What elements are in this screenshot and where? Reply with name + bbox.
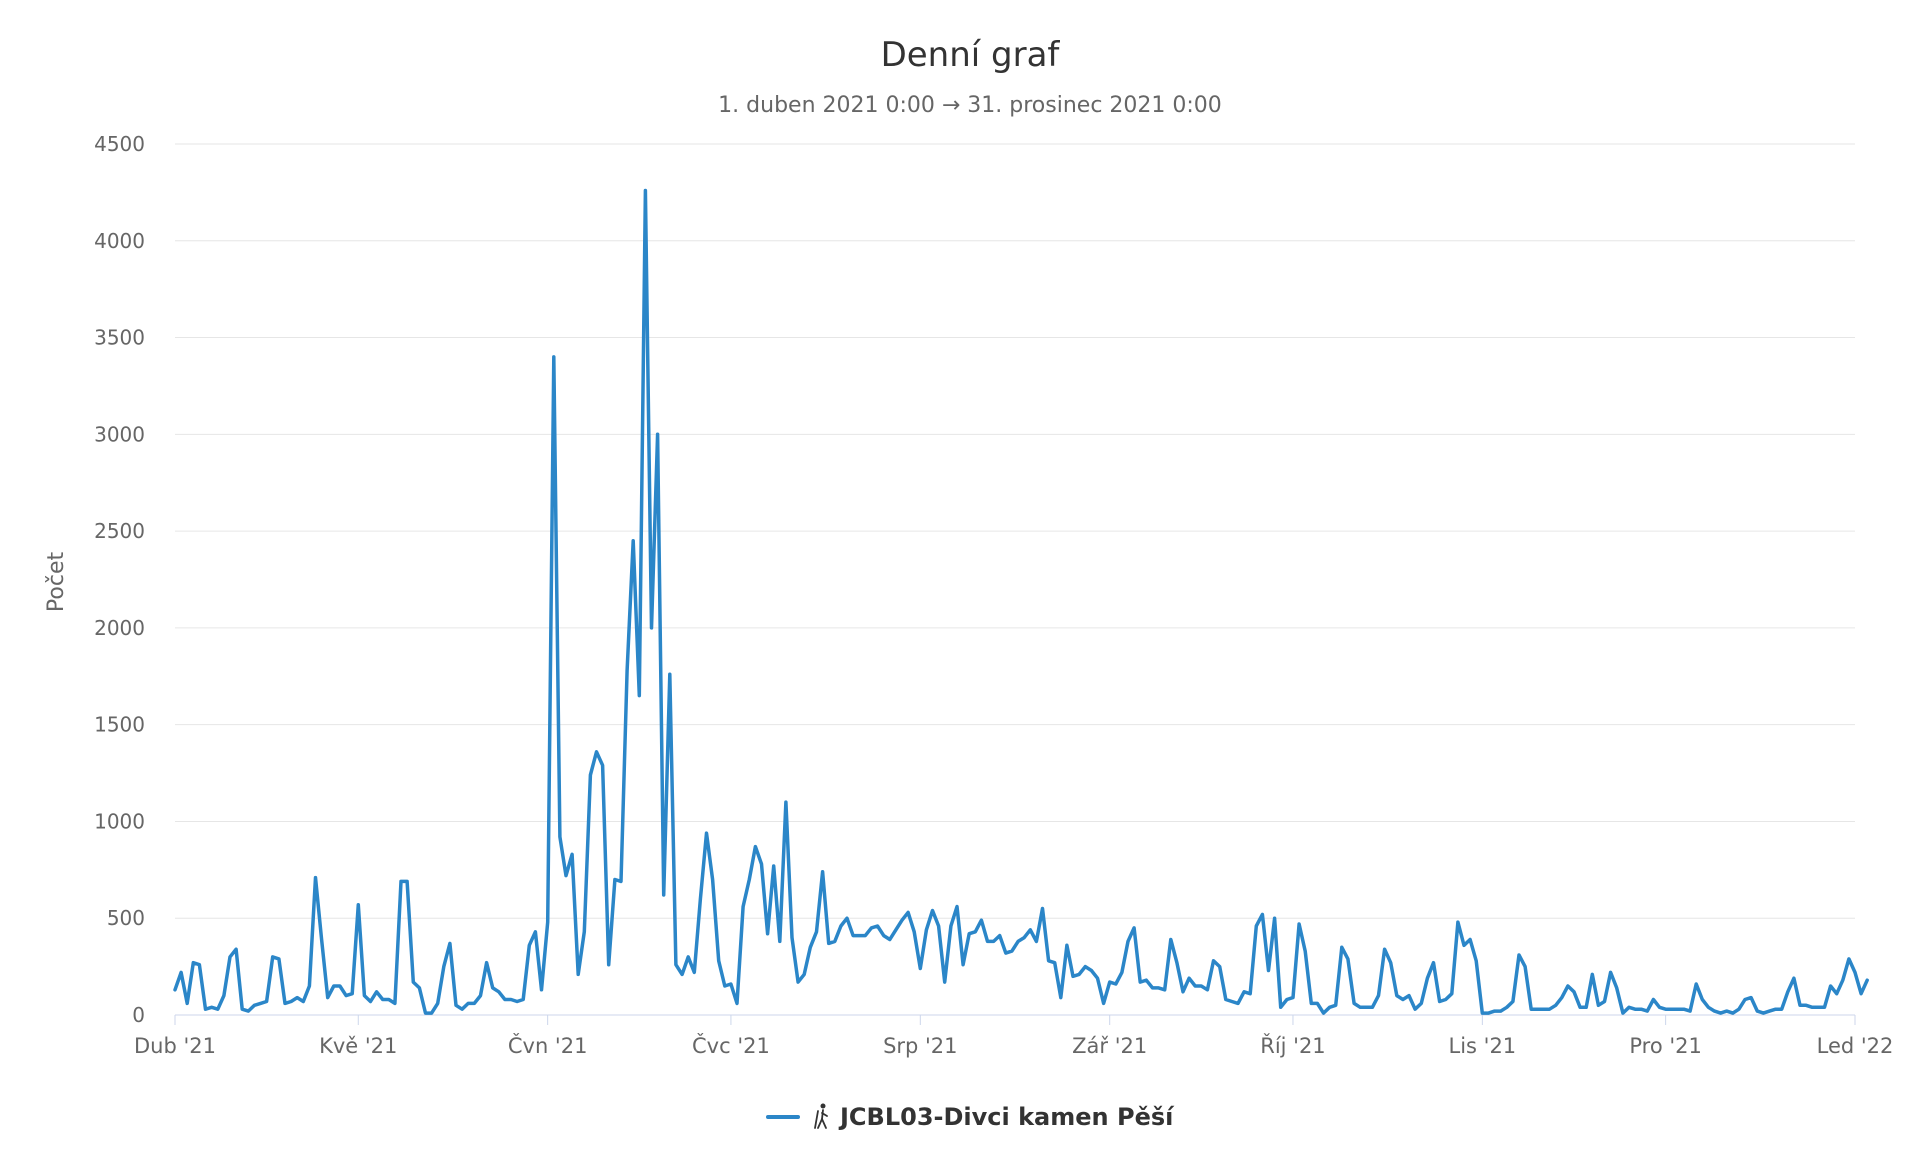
y-tick-label: 1500 [94,713,145,737]
y-tick-label: 3500 [94,326,145,350]
y-tick-label: 4000 [94,229,145,253]
x-tick-label: Lis '21 [1449,1034,1517,1058]
x-tick-label: Kvě '21 [319,1034,397,1058]
x-tick-label: Zář '21 [1072,1034,1147,1058]
series-line[interactable] [173,188,1869,1015]
y-tick-label: 1000 [94,809,145,833]
y-tick-label: 0 [132,1003,145,1027]
x-tick-label: Říj '21 [1260,1033,1325,1058]
x-tick-label: Srp '21 [883,1034,957,1058]
x-tick-label: Pro '21 [1629,1034,1702,1058]
hiker-icon [814,1103,828,1129]
y-axis-ticks: 0 500 1000 1500 2000 2500 3000 3500 4000 4500 [94,132,145,1027]
chart-subtitle: 1. duben 2021 0:00 → 31. prosinec 2021 0… [718,93,1222,118]
legend-label: JCBL03-Divci kamen Pěší [838,1103,1175,1131]
x-tick-label: Čvc '21 [692,1033,770,1058]
x-tick-label: Čvn '21 [508,1033,588,1058]
y-tick-label: 2000 [94,616,145,640]
y-tick-label: 2500 [94,519,145,543]
y-tick-label: 3000 [94,422,145,446]
y-tick-label: 500 [107,906,145,930]
x-axis-ticks: Dub '21 Kvě '21 Čvn '21 Čvc '21 Srp '21 Zář '… [134,1015,1893,1058]
grid [175,143,1855,919]
y-axis-label: Počet [44,552,69,613]
x-tick-label: Led '22 [1817,1034,1894,1058]
series-layer [173,188,1869,1015]
legend[interactable]: JCBL03-Divci kamen Pěší [766,1103,1175,1131]
x-tick-label: Dub '21 [134,1034,216,1058]
chart-title: Denní graf [881,35,1061,75]
y-tick-label: 4500 [94,132,145,156]
